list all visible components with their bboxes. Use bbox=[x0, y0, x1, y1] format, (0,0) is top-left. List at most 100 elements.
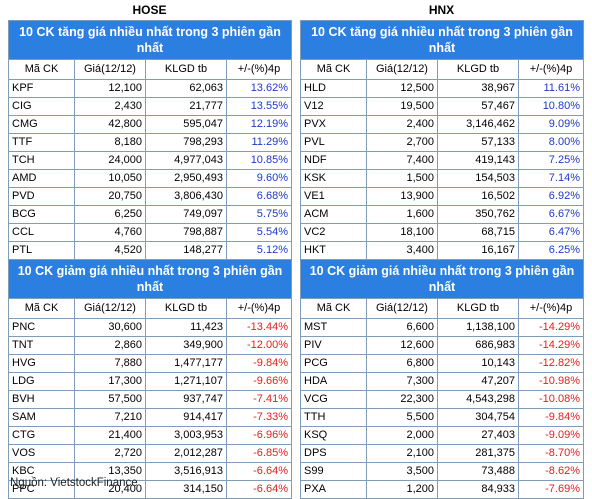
stock-symbol: AMD bbox=[8, 169, 75, 188]
stock-price: 2,100 bbox=[366, 444, 438, 463]
table-row: TNT 2,860 349,900 -12.00% bbox=[8, 336, 292, 355]
losers-section-title: 10 CK giảm giá nhiều nhất trong 3 phiên … bbox=[8, 259, 292, 299]
gainers-section-title: 10 CK tăng giá nhiều nhất trong 3 phiên … bbox=[300, 20, 584, 60]
stock-volume: 16,167 bbox=[437, 241, 519, 260]
stock-symbol: TCH bbox=[8, 151, 75, 170]
stock-price: 7,210 bbox=[74, 408, 146, 427]
stock-symbol: PXA bbox=[300, 480, 367, 499]
header-change: +/-(%)4p bbox=[518, 59, 584, 80]
stock-change: 7.14% bbox=[518, 169, 584, 188]
stock-symbol: HLD bbox=[300, 79, 367, 98]
stock-volume: 57,133 bbox=[437, 133, 519, 152]
stock-price: 2,430 bbox=[74, 97, 146, 116]
stock-volume: 749,097 bbox=[145, 205, 227, 224]
stock-price: 20,400 bbox=[74, 480, 146, 499]
stock-price: 21,400 bbox=[74, 426, 146, 445]
stock-volume: 3,003,953 bbox=[145, 426, 227, 445]
table-row: VC2 18,100 68,715 6.47% bbox=[300, 223, 584, 242]
stock-change: 6.25% bbox=[518, 241, 584, 260]
stock-price: 30,600 bbox=[74, 318, 146, 337]
table-row: VE1 13,900 16,502 6.92% bbox=[300, 187, 584, 206]
stock-price: 6,600 bbox=[366, 318, 438, 337]
stock-change: 6.47% bbox=[518, 223, 584, 242]
stock-price: 8,180 bbox=[74, 133, 146, 152]
stock-symbol: KSQ bbox=[300, 426, 367, 445]
stock-volume: 57,467 bbox=[437, 97, 519, 116]
header-price: Giá(12/12) bbox=[74, 59, 146, 80]
stock-volume: 47,207 bbox=[437, 372, 519, 391]
stock-change: 11.61% bbox=[518, 79, 584, 98]
table-row: HVG 7,880 1,477,177 -9.84% bbox=[8, 354, 292, 373]
stock-price: 6,250 bbox=[74, 205, 146, 224]
stock-change: -7.41% bbox=[226, 390, 292, 409]
table-row: HKT 3,400 16,167 6.25% bbox=[300, 241, 584, 260]
table-row: BVH 57,500 937,747 -7.41% bbox=[8, 390, 292, 409]
table-row: PVX 2,400 3,146,462 9.09% bbox=[300, 115, 584, 134]
stock-symbol: HKT bbox=[300, 241, 367, 260]
stock-change: 12.19% bbox=[226, 115, 292, 134]
stock-symbol: PCG bbox=[300, 354, 367, 373]
stock-volume: 798,887 bbox=[145, 223, 227, 242]
stock-price: 2,700 bbox=[366, 133, 438, 152]
table-row: PCG 6,800 10,143 -12.82% bbox=[300, 354, 584, 373]
stock-price: 10,050 bbox=[74, 169, 146, 188]
stock-price: 2,000 bbox=[366, 426, 438, 445]
stock-volume: 27,403 bbox=[437, 426, 519, 445]
table-row: PNC 30,600 11,423 -13.44% bbox=[8, 318, 292, 337]
stock-change: -14.29% bbox=[518, 336, 584, 355]
stock-change: 7.25% bbox=[518, 151, 584, 170]
header-price: Giá(12/12) bbox=[366, 59, 438, 80]
stock-volume: 349,900 bbox=[145, 336, 227, 355]
gainers-header-row: Mã CK Giá(12/12) KLGD tb +/-(%)4p bbox=[8, 59, 292, 80]
stock-volume: 1,477,177 bbox=[145, 354, 227, 373]
stock-symbol: HVG bbox=[8, 354, 75, 373]
stock-volume: 38,967 bbox=[437, 79, 519, 98]
stock-price: 2,720 bbox=[74, 444, 146, 463]
stock-volume: 937,747 bbox=[145, 390, 227, 409]
header-volume: KLGD tb bbox=[437, 298, 519, 319]
stock-price: 1,500 bbox=[366, 169, 438, 188]
stock-symbol: CIG bbox=[8, 97, 75, 116]
table-row: PXA 1,200 84,933 -7.69% bbox=[300, 480, 584, 499]
stock-volume: 281,375 bbox=[437, 444, 519, 463]
header-symbol: Mã CK bbox=[8, 59, 75, 80]
table-row: HLD 12,500 38,967 11.61% bbox=[300, 79, 584, 98]
stock-change: 5.12% bbox=[226, 241, 292, 260]
stock-change: -9.84% bbox=[518, 408, 584, 427]
stock-price: 12,500 bbox=[366, 79, 438, 98]
stock-volume: 1,271,107 bbox=[145, 372, 227, 391]
stock-change: 13.62% bbox=[226, 79, 292, 98]
table-row: AMD 10,050 2,950,493 9.60% bbox=[8, 169, 292, 188]
stock-symbol: VOS bbox=[8, 444, 75, 463]
stock-change: 6.92% bbox=[518, 187, 584, 206]
gainers-title-row: 10 CK tăng giá nhiều nhất trong 3 phiên … bbox=[8, 20, 292, 60]
stock-change: 10.85% bbox=[226, 151, 292, 170]
table-row: LDG 17,300 1,271,107 -9.66% bbox=[8, 372, 292, 391]
stock-symbol: PTL bbox=[8, 241, 75, 260]
stock-volume: 4,543,298 bbox=[437, 390, 519, 409]
header-symbol: Mã CK bbox=[300, 298, 367, 319]
stock-volume: 4,977,043 bbox=[145, 151, 227, 170]
stock-price: 1,200 bbox=[366, 480, 438, 499]
stock-change: -10.08% bbox=[518, 390, 584, 409]
stock-change: -14.29% bbox=[518, 318, 584, 337]
table-row: CTG 21,400 3,003,953 -6.96% bbox=[8, 426, 292, 445]
stock-price: 4,520 bbox=[74, 241, 146, 260]
stock-volume: 3,146,462 bbox=[437, 115, 519, 134]
stock-volume: 350,762 bbox=[437, 205, 519, 224]
stock-symbol: PVL bbox=[300, 133, 367, 152]
stock-change: -6.85% bbox=[226, 444, 292, 463]
stock-volume: 914,417 bbox=[145, 408, 227, 427]
stock-symbol: BCG bbox=[8, 205, 75, 224]
stock-change: -10.98% bbox=[518, 372, 584, 391]
stock-symbol: PIV bbox=[300, 336, 367, 355]
stock-price: 17,300 bbox=[74, 372, 146, 391]
stock-volume: 68,715 bbox=[437, 223, 519, 242]
table-row: TTH 5,500 304,754 -9.84% bbox=[300, 408, 584, 427]
stock-volume: 798,293 bbox=[145, 133, 227, 152]
stock-volume: 686,983 bbox=[437, 336, 519, 355]
stock-symbol: PVX bbox=[300, 115, 367, 134]
stock-symbol: TNT bbox=[8, 336, 75, 355]
header-change: +/-(%)4p bbox=[226, 298, 292, 319]
stock-volume: 73,488 bbox=[437, 462, 519, 481]
